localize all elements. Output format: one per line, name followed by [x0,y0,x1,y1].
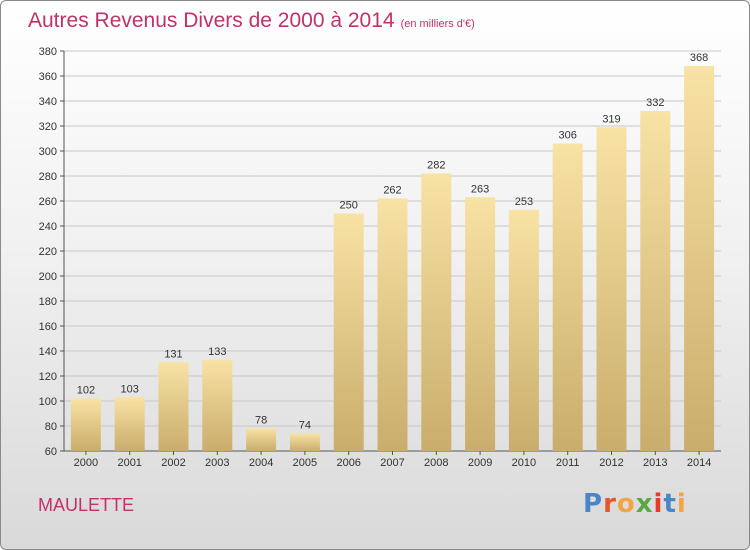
data-label: 102 [77,385,95,397]
y-tick-label: 340 [39,96,57,108]
y-tick-label: 220 [39,246,57,258]
x-tick-label: 2000 [74,457,98,469]
x-tick-label: 2001 [117,457,141,469]
x-tick-label: 2007 [380,457,404,469]
bar [246,428,277,451]
y-tick-label: 360 [39,71,57,83]
data-label: 282 [427,160,445,172]
y-tick-label: 120 [39,371,57,383]
x-tick-label: 2010 [512,457,536,469]
place-name: MAULETTE [38,495,135,515]
labels: 2000 102 2001 103 2002 131 2003 133 2004 78 2005 74… [74,52,712,469]
x-tick-label: 2005 [293,457,317,469]
y-tick-label: 280 [39,171,57,183]
y-tick-label: 260 [39,196,57,208]
data-label: 133 [208,346,226,358]
data-label: 78 [255,415,267,427]
y-tick-label: 180 [39,296,57,308]
y-tick-label: 160 [39,321,57,333]
chart-title: Autres Revenus Divers de 2000 à 2014 (en … [28,9,475,33]
axes: 60 80 100 120 140 160 180 200 220 240 260 280 300 320… [39,46,721,458]
x-tick-label: 2009 [468,457,492,469]
y-tick-label: 380 [39,46,57,58]
bar [596,127,627,451]
data-label: 103 [121,383,139,395]
bar [70,398,101,451]
data-label: 131 [164,348,182,360]
data-label: 250 [340,200,358,212]
bar [465,197,496,451]
bar [552,143,583,451]
y-tick-label: 80 [45,421,57,433]
chart-title-text: Autres Revenus Divers de 2000 à 2014 [28,9,395,32]
bar [421,173,452,451]
x-tick-label: 2006 [336,457,360,469]
bar [202,359,233,451]
x-tick-label: 2012 [599,457,623,469]
bar [114,397,145,451]
data-label: 263 [471,183,489,195]
bar [377,198,408,451]
x-tick-label: 2003 [205,457,229,469]
bar [508,209,539,451]
bar [333,213,364,451]
data-label: 74 [299,420,311,432]
y-tick-label: 240 [39,221,57,233]
y-tick-label: 60 [45,446,57,458]
x-tick-label: 2004 [249,457,273,469]
data-label: 262 [383,185,401,197]
y-tick-label: 200 [39,271,57,283]
y-tick-label: 300 [39,146,57,158]
x-tick-label: 2013 [643,457,667,469]
data-label: 319 [602,113,620,125]
chart-subtitle: (en milliers d'€) [400,18,475,30]
data-label: 332 [646,97,664,109]
bar [684,66,715,451]
bar [640,111,671,451]
x-tick-label: 2014 [687,457,711,469]
data-label: 253 [515,196,533,208]
proxiti-logo: Proxiti [583,489,687,519]
bar [289,433,320,451]
x-tick-label: 2008 [424,457,448,469]
bars [70,66,715,451]
y-tick-label: 100 [39,396,57,408]
data-label: 368 [690,52,708,64]
data-label: 306 [559,130,577,142]
x-tick-label: 2002 [161,457,185,469]
y-tick-label: 140 [39,346,57,358]
y-tick-label: 320 [39,121,57,133]
bar [158,362,189,451]
x-tick-label: 2011 [556,457,580,469]
